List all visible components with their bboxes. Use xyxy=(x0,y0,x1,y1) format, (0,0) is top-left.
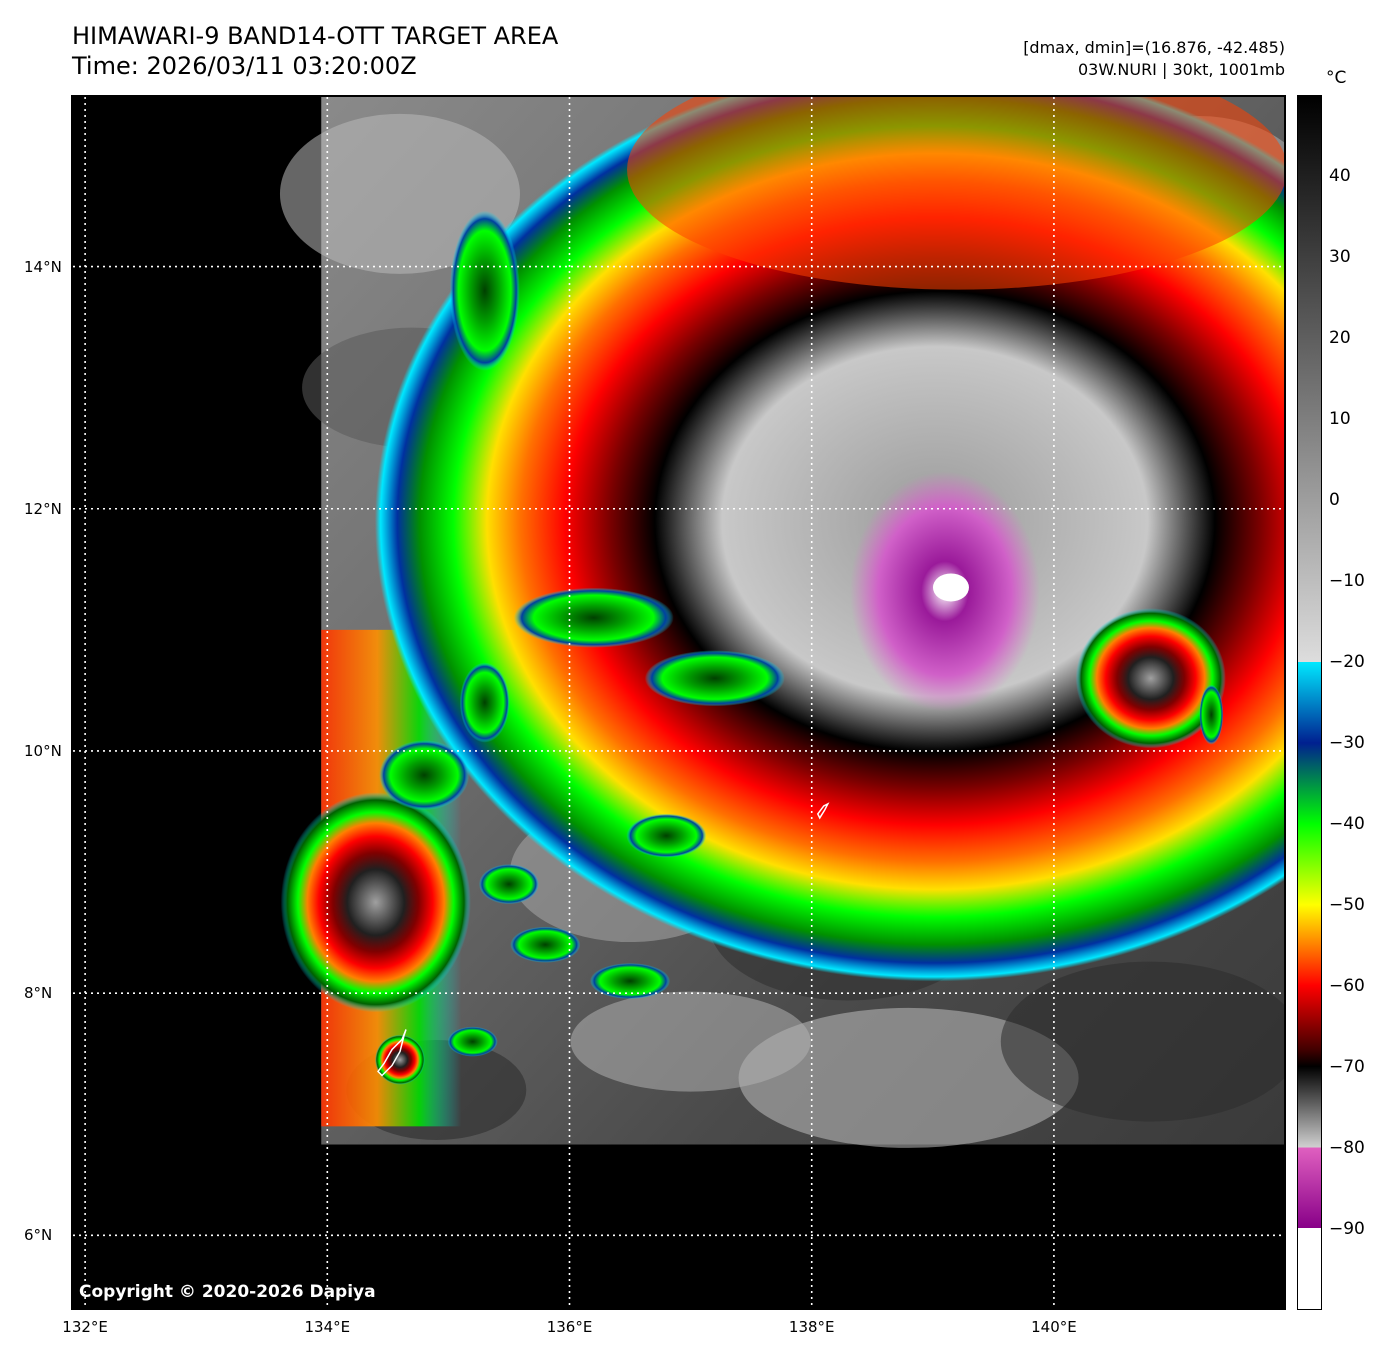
storm-info-label: 03W.NURI | 30kt, 1001mb xyxy=(1077,60,1285,79)
scattered-convection-8 xyxy=(590,963,671,1000)
scattered-convection-0 xyxy=(513,587,674,648)
colorbar-tick-label: −30 xyxy=(1329,733,1365,753)
east-convective-cell xyxy=(1075,608,1226,749)
scattered-convection-1 xyxy=(644,650,785,707)
colorbar-tick-label: −20 xyxy=(1329,652,1365,672)
lon-tick-label: 140°E xyxy=(1031,1318,1077,1336)
lon-tick-label: 132°E xyxy=(62,1318,108,1336)
colorbar-tick-label: −10 xyxy=(1329,571,1365,591)
colorbar-tick-label: −60 xyxy=(1329,976,1365,996)
lat-tick-label: 10°N xyxy=(24,741,62,760)
scattered-convection-5 xyxy=(379,740,470,811)
colorbar-tick-label: 40 xyxy=(1329,166,1351,186)
cloud-texture-5 xyxy=(738,1007,1079,1148)
chart-title: HIMAWARI-9 BAND14-OTT TARGET AREA xyxy=(72,22,559,50)
lat-tick-label: 6°N xyxy=(24,1226,53,1245)
northern-outflow-band xyxy=(627,97,1284,290)
lat-tick-label: 12°N xyxy=(24,499,62,518)
scattered-convection-7 xyxy=(478,864,539,905)
satellite-map: Copyright © 2020-2026 Dapiya xyxy=(71,95,1286,1310)
lon-tick-label: 134°E xyxy=(304,1318,351,1336)
overshooting-top xyxy=(932,573,969,602)
colorbar-tick-label: −90 xyxy=(1329,1219,1365,1239)
palau-island-outline xyxy=(377,1029,407,1077)
temperature-colorbar xyxy=(1297,95,1322,1310)
lat-tick-label: 14°N xyxy=(24,257,62,276)
data-range-label: [dmax, dmin]=(16.876, -42.485) xyxy=(1023,38,1285,57)
storm-cloud-canopy xyxy=(375,97,1284,982)
colorbar-tick-label: −40 xyxy=(1329,814,1365,834)
scattered-convection-4 xyxy=(510,926,581,963)
cloud-texture-8 xyxy=(570,991,811,1092)
map-canvas xyxy=(73,97,1284,1308)
scattered-convection-6 xyxy=(459,662,510,743)
colorbar-tick-label: 20 xyxy=(1329,328,1351,348)
copyright-text: Copyright © 2020-2026 Dapiya xyxy=(79,1282,376,1302)
yap-island-outline xyxy=(816,802,830,820)
colorbar-tick-label: 0 xyxy=(1329,490,1340,510)
colorbar-unit: °C xyxy=(1326,68,1347,88)
scattered-convection-9 xyxy=(1199,684,1224,745)
lat-tick-label: 8°N xyxy=(24,984,53,1003)
colorbar-tick-label: −50 xyxy=(1329,895,1365,915)
cloud-texture-6 xyxy=(1000,961,1284,1122)
scattered-convection-2 xyxy=(626,813,707,858)
lon-tick-label: 138°E xyxy=(788,1318,835,1336)
cloud-texture-10 xyxy=(279,113,520,274)
colorbar-tick-label: 10 xyxy=(1329,409,1351,429)
colorbar-tick-label: 30 xyxy=(1329,247,1351,267)
scattered-convection-3 xyxy=(447,1026,498,1057)
scattered-convection-10 xyxy=(449,210,520,371)
chart-time: Time: 2026/03/11 03:20:00Z xyxy=(72,52,417,80)
small-convective-cell xyxy=(374,1034,425,1085)
west-convective-cell xyxy=(280,792,471,1013)
colorbar-tick-label: −80 xyxy=(1329,1138,1365,1158)
lon-tick-label: 136°E xyxy=(546,1318,593,1336)
colorbar-tick-label: −70 xyxy=(1329,1057,1365,1077)
